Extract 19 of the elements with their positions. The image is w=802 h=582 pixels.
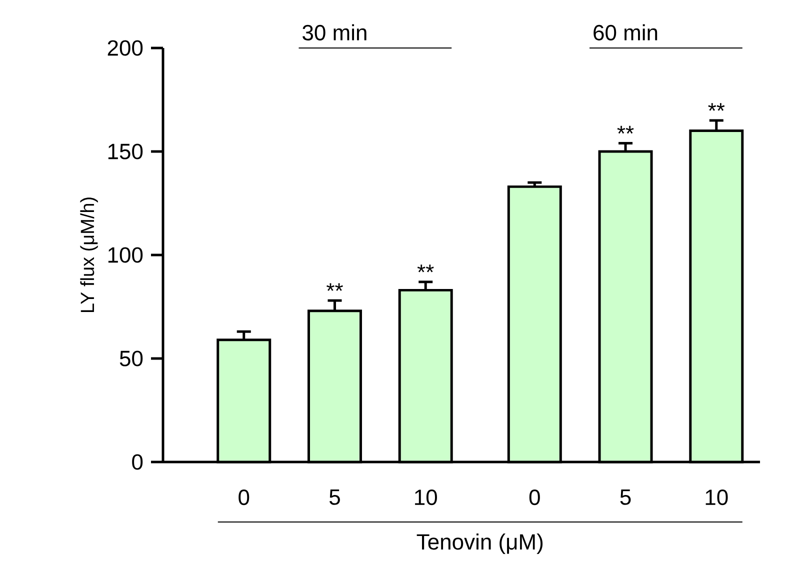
x-tick-label: 10: [706, 490, 728, 506]
annotation: **: [708, 103, 725, 111]
y-tick-label: 150: [108, 144, 143, 160]
x-tick-label: 10: [415, 490, 437, 506]
y-tick-label: 50: [120, 350, 143, 366]
x-tick-label: 0: [238, 490, 250, 506]
y-tick-label: 200: [108, 40, 143, 56]
y-tick-label: 100: [108, 247, 143, 263]
annotation: **: [617, 126, 634, 134]
y-tick-label: 0: [132, 454, 143, 470]
text: 60 min: [594, 24, 658, 40]
x-tick-label: 0: [529, 490, 540, 506]
y-axis-title: LY flux (μM/h): [80, 198, 98, 312]
x-axis-title: Tenovin (μM): [416, 534, 543, 554]
text: 30 min: [302, 24, 366, 40]
annotation: **: [326, 283, 343, 291]
x-tick-label: 5: [330, 490, 340, 505]
x-tick-label: 5: [620, 490, 631, 505]
annotation: **: [417, 264, 434, 272]
